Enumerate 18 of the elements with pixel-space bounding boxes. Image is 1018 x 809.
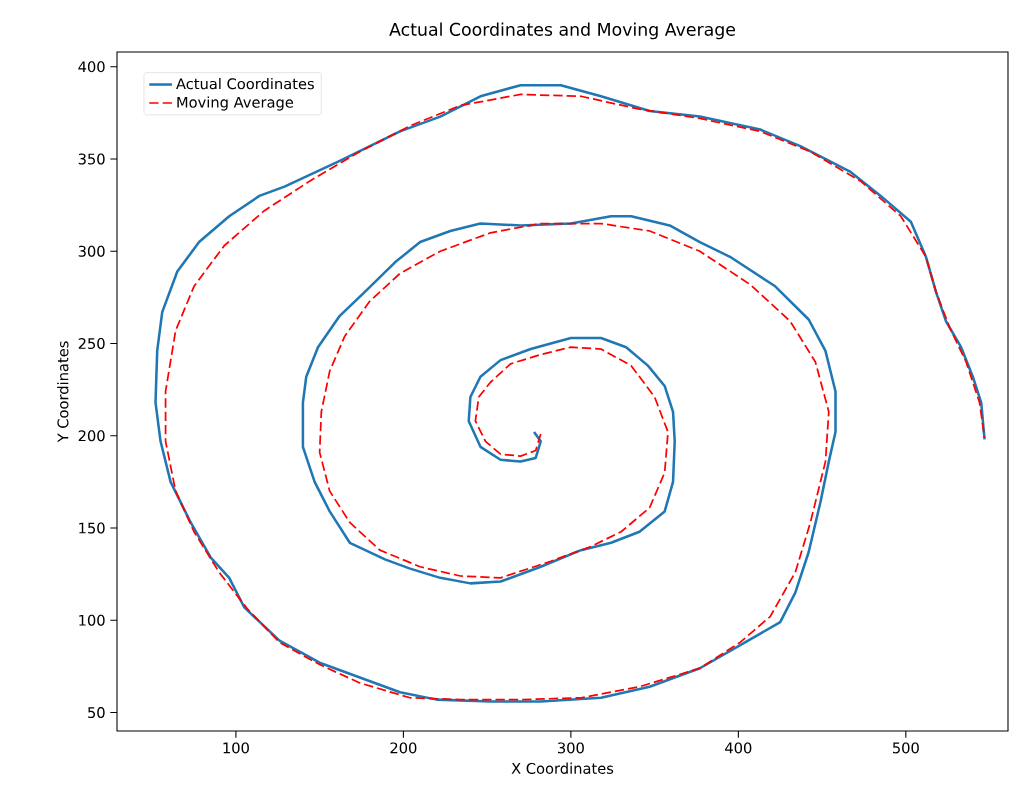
x-axis-title: X Coordinates bbox=[511, 762, 614, 774]
y-tick-label: 250 bbox=[78, 337, 105, 350]
y-tick-label: 200 bbox=[78, 430, 105, 442]
y-tick-label: 50 bbox=[88, 707, 105, 719]
x-tick-label: 200 bbox=[390, 742, 417, 754]
y-tick-label: 300 bbox=[78, 245, 105, 257]
chart-title: Actual Coordinates and Moving Average bbox=[389, 22, 736, 40]
x-tick-label: 500 bbox=[892, 742, 919, 754]
x-tick-label: 100 bbox=[223, 742, 249, 754]
x-tick-label: 300 bbox=[557, 742, 584, 754]
y-tick-label: 100 bbox=[79, 614, 105, 626]
x-tick-label: 400 bbox=[725, 742, 752, 754]
y-axis-title: Y Coordinates bbox=[57, 341, 69, 443]
y-tick-label: 350 bbox=[78, 153, 105, 165]
legend-label: Moving Average bbox=[177, 96, 294, 111]
legend-label: Actual Coordinates bbox=[176, 77, 314, 90]
y-tick-label: 400 bbox=[78, 61, 105, 73]
y-tick-label: 150 bbox=[79, 522, 105, 534]
